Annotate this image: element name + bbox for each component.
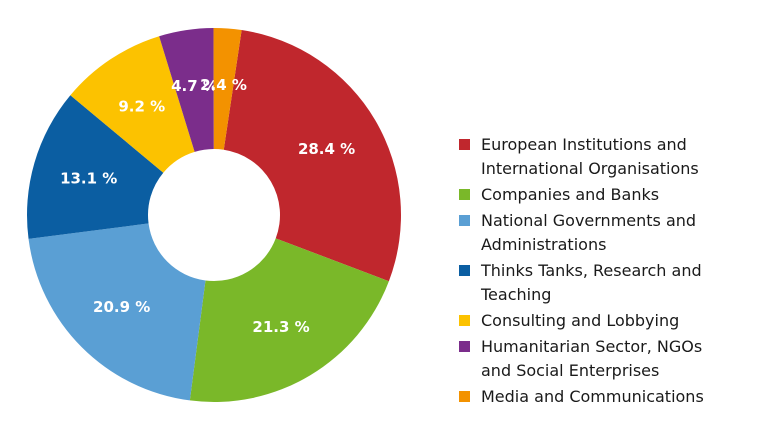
legend-label-line: Thinks Tanks, Research and <box>481 261 702 280</box>
legend-label-line: Consulting and Lobbying <box>481 311 680 330</box>
pie-slice <box>70 36 195 173</box>
chart-legend: European Institutions and International O… <box>459 133 759 411</box>
legend-item: Thinks Tanks, Research and Teaching <box>459 259 759 307</box>
slice-label: 21.3 % <box>252 318 309 336</box>
legend-label: European Institutions and International O… <box>481 133 699 181</box>
legend-item: Companies and Banks <box>459 183 759 207</box>
legend-item: Media and Communications <box>459 385 759 409</box>
pie-slice <box>223 30 402 282</box>
legend-swatch <box>459 139 470 150</box>
pie-slice <box>189 238 389 402</box>
slice-label: 4.7 % <box>171 77 218 95</box>
slice-label: 13.1 % <box>60 170 117 188</box>
donut-chart: 28.4 % 21.3 % 20.9 % 13.1 % 9.2 % 4.7 %2.4 % <box>27 28 402 402</box>
legend-item: Humanitarian Sector, NGOs and Social Ente… <box>459 335 759 383</box>
legend-swatch <box>459 391 470 402</box>
pie-slice <box>213 28 242 150</box>
legend-swatch <box>459 215 470 226</box>
legend-label-line: European Institutions and <box>481 135 687 154</box>
legend-label-line: Teaching <box>481 285 552 304</box>
legend-item: Consulting and Lobbying <box>459 309 759 333</box>
legend-label: Consulting and Lobbying <box>481 309 679 333</box>
legend-label: Thinks Tanks, Research and Teaching <box>481 259 702 307</box>
legend-label: Companies and Banks <box>481 183 659 207</box>
slice-label: 20.9 % <box>93 298 150 316</box>
legend-swatch <box>459 265 470 276</box>
legend-label-line: National Governments and <box>481 211 697 230</box>
legend-item: National Governments and Administrations <box>459 209 759 257</box>
legend-label: National Governments and Administrations <box>481 209 696 257</box>
legend-label-line: International Organisations <box>481 159 699 178</box>
slice-label: 2.4 % <box>200 76 247 94</box>
pie-slice <box>27 95 164 239</box>
legend-label: Media and Communications <box>481 385 704 409</box>
legend-label-line: Media and Communications <box>481 387 704 406</box>
legend-label-line: Companies and Banks <box>481 185 660 204</box>
legend-label-line: Humanitarian Sector, NGOs <box>481 337 703 356</box>
legend-item: European Institutions and International O… <box>459 133 759 181</box>
slice-label: 9.2 % <box>118 97 165 115</box>
pie-slice <box>159 28 214 152</box>
legend-swatch <box>459 341 470 352</box>
legend-swatch <box>459 315 470 326</box>
legend-swatch <box>459 189 470 200</box>
pie-slice <box>28 223 206 401</box>
legend-label-line: and Social Enterprises <box>481 361 660 380</box>
legend-label: Humanitarian Sector, NGOs and Social Ente… <box>481 335 702 383</box>
slice-label: 28.4 % <box>298 140 355 158</box>
legend-label-line: Administrations <box>481 235 607 254</box>
